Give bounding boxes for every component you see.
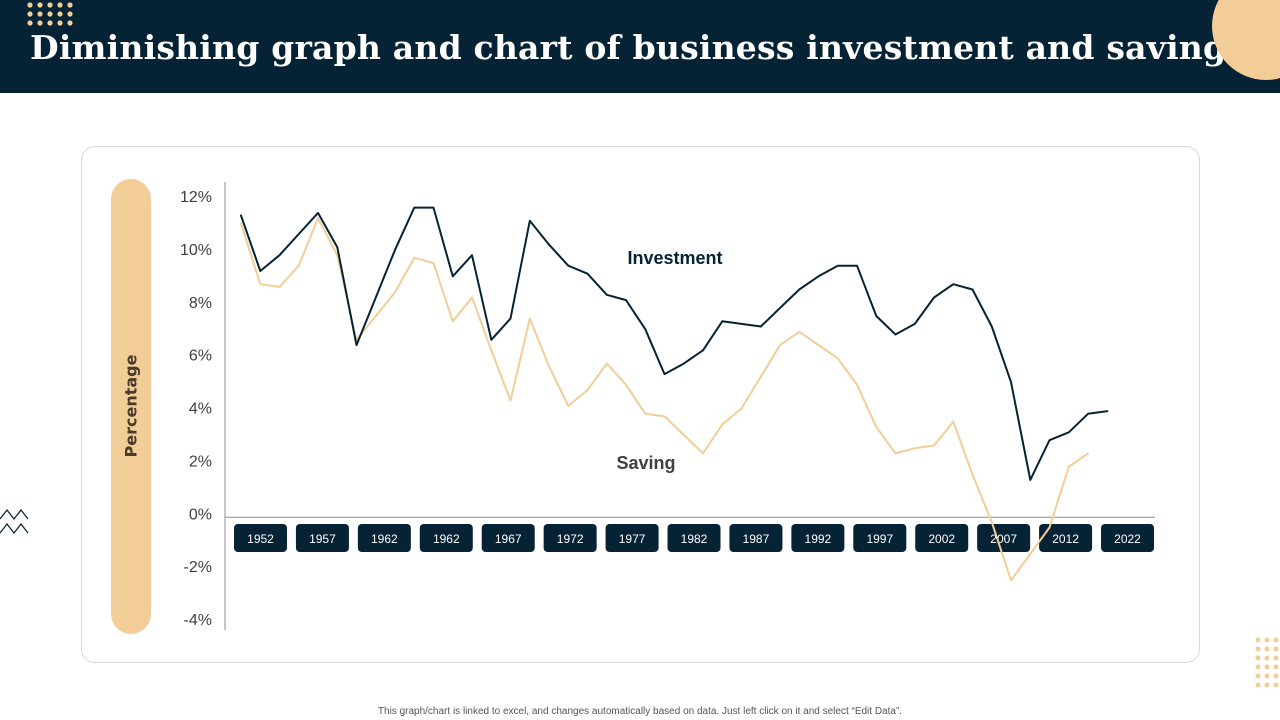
x-tick-box (667, 524, 721, 552)
investment-series-line (240, 206, 1109, 481)
zigzag-decoration (0, 508, 29, 535)
y-tick-label: 8% (189, 295, 212, 312)
x-tick-label: 2007 (990, 532, 1017, 546)
x-tick-label: 1962 (433, 532, 460, 546)
y-tick-label: -2% (184, 559, 212, 576)
saving-series-label: Saving (616, 453, 675, 473)
y-axis-label-pill (111, 179, 151, 634)
x-tick-box (481, 524, 535, 552)
x-tick-box (357, 524, 411, 552)
saving-series-line (240, 217, 1089, 582)
y-tick-label: -4% (184, 612, 212, 629)
x-tick-label: 1957 (309, 532, 336, 546)
x-tick-label: 1982 (681, 532, 708, 546)
header-bar: Diminishing graph and chart of business … (0, 0, 1280, 93)
x-tick-box (791, 524, 845, 552)
x-tick-box (543, 524, 597, 552)
x-tick-box (853, 524, 907, 552)
y-tick-label: 0% (189, 506, 212, 523)
x-tick-box (605, 524, 659, 552)
y-tick-label: 4% (189, 401, 212, 418)
footer-note: This graph/chart is linked to excel, and… (377, 706, 903, 717)
x-tick-label: 1952 (247, 532, 274, 546)
x-tick-box (977, 524, 1031, 552)
x-tick-label: 1967 (495, 532, 522, 546)
x-tick-box (915, 524, 969, 552)
x-tick-box (1101, 524, 1155, 552)
x-tick-label: 1977 (619, 532, 646, 546)
page-title: Diminishing graph and chart of business … (30, 28, 1246, 67)
x-tick-box (234, 524, 287, 552)
x-tick-label: 1992 (805, 532, 832, 546)
x-tick-box (1039, 524, 1093, 552)
x-tick-label: 2002 (928, 532, 955, 546)
investment-series-label: Investment (627, 248, 722, 268)
x-tick-label: 1997 (866, 532, 893, 546)
x-tick-label: 1987 (743, 532, 770, 546)
x-tick-label: 1962 (371, 532, 398, 546)
y-tick-label: 6% (189, 348, 212, 365)
x-tick-box (295, 524, 349, 552)
dot-grid-decoration (27, 2, 73, 26)
x-tick-label: 2012 (1052, 532, 1079, 546)
dot-grid-decoration-bottom (1255, 637, 1279, 688)
x-tick-label: 2022 (1114, 532, 1141, 546)
y-tick-label: 12% (180, 189, 212, 206)
x-tick-box (419, 524, 473, 552)
y-tick-label: 2% (189, 453, 212, 470)
x-tick-label: 1972 (557, 532, 584, 546)
y-tick-label: 10% (180, 242, 212, 259)
x-tick-box (729, 524, 783, 552)
